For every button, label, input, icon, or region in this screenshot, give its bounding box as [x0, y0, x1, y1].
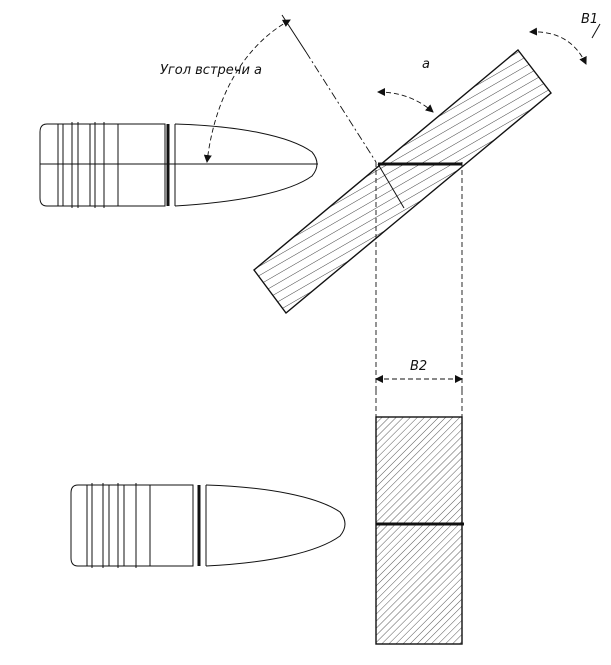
- tilted-plate: [253, 48, 552, 390]
- impact-angle-label: Угол встречи a: [160, 63, 262, 78]
- b2-label: B2: [410, 359, 427, 374]
- angle-a-annotation: a: [377, 57, 434, 113]
- b2-dimension: B2: [375, 359, 463, 417]
- impact-angle-annotation: Угол встречи a: [160, 14, 377, 163]
- b1-annotation: B1: [529, 12, 601, 65]
- vertical-plate: [375, 416, 464, 645]
- b1-label: B1: [581, 12, 598, 27]
- angle-a-label: a: [422, 57, 430, 72]
- bullet-top: [39, 122, 318, 208]
- bullet-bottom: [70, 483, 346, 568]
